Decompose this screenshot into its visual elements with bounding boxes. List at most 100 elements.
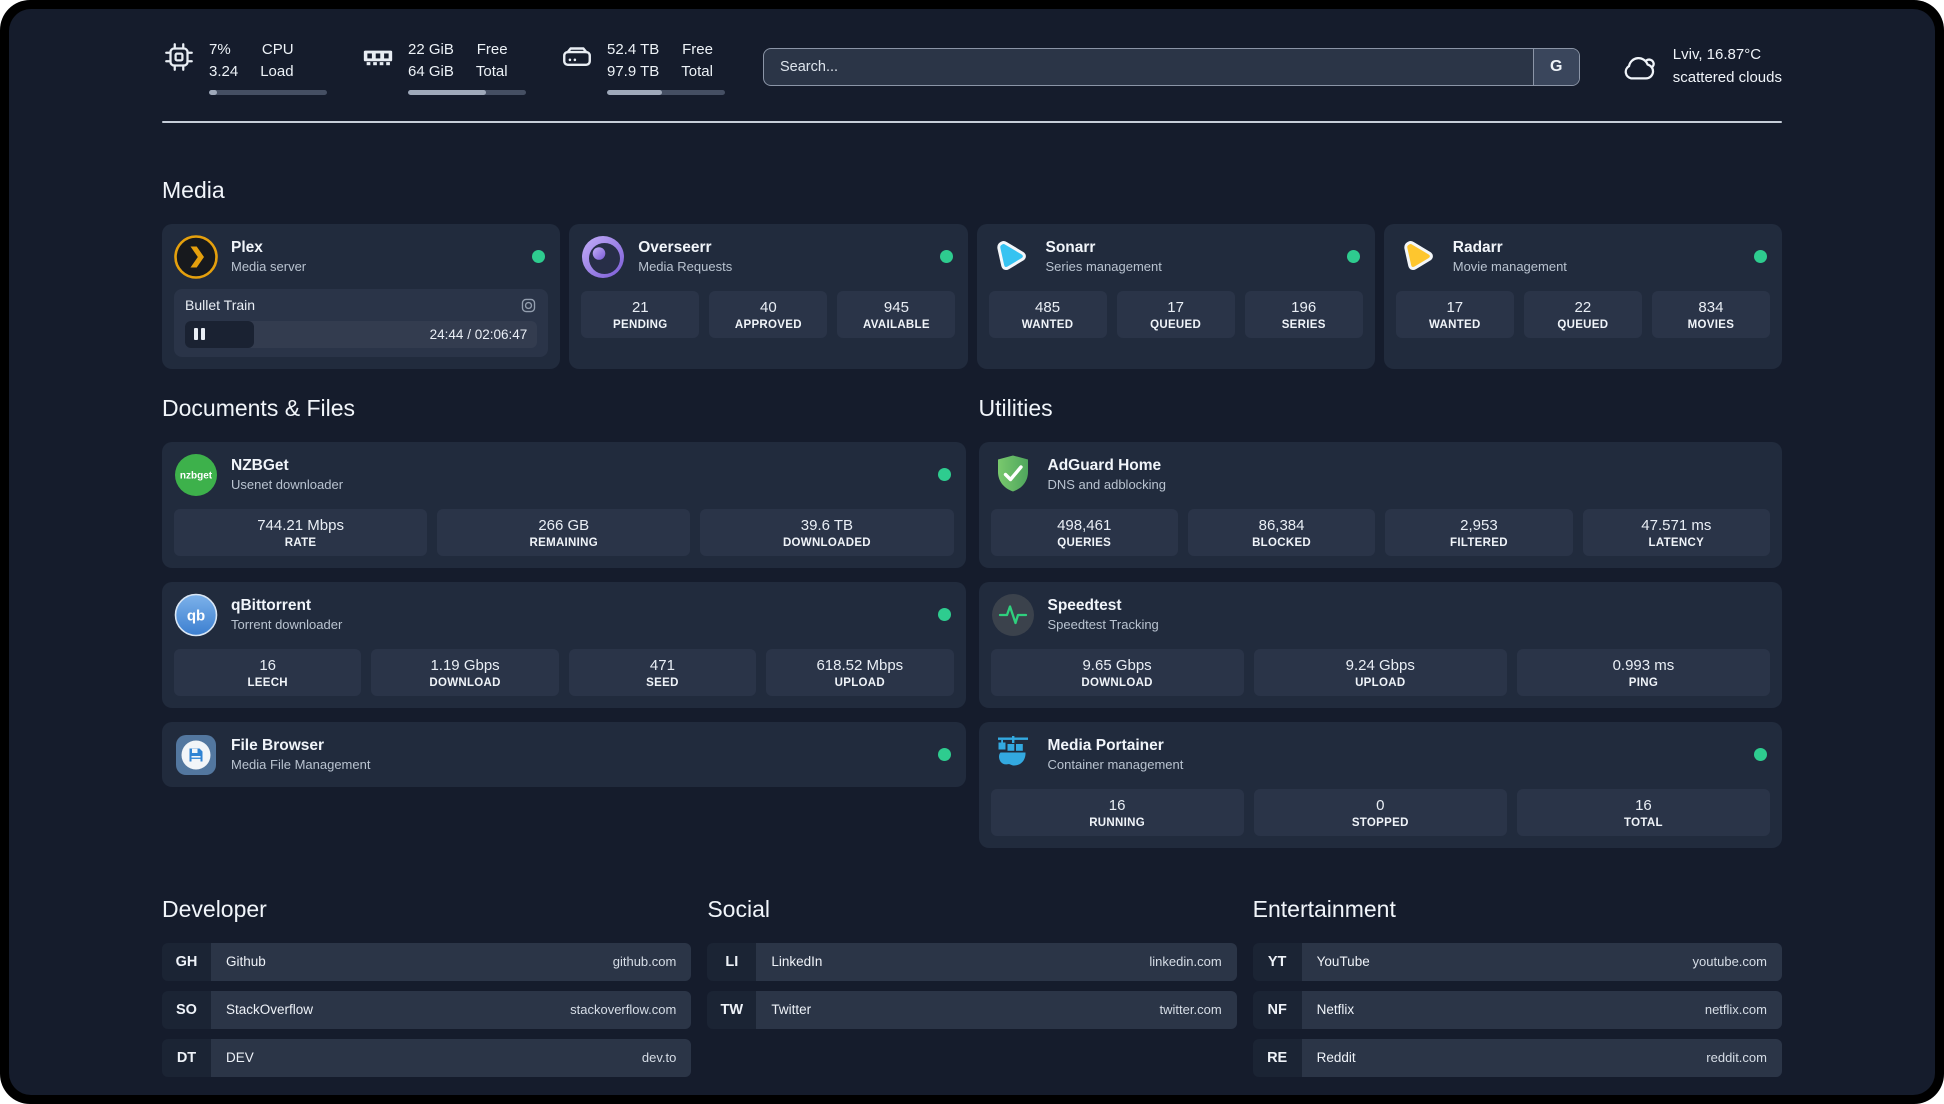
system-metrics: 7% 3.24 CPU Load xyxy=(162,39,725,95)
link-name: Reddit xyxy=(1316,1050,1356,1065)
app-name: qBittorrent xyxy=(231,597,312,614)
app-card-plex[interactable]: Plex Media server Bullet Train xyxy=(162,223,561,369)
svg-text:qb: qb xyxy=(187,607,205,624)
app-name: AdGuard Home xyxy=(1047,457,1162,474)
metric-value: 97.9 TB xyxy=(607,62,660,80)
app-card-portainer[interactable]: Media Portainer Container management 16 … xyxy=(978,721,1782,848)
stat-queued: 22 QUEUED xyxy=(1523,290,1642,338)
app-card-qbittorrent[interactable]: qb qBittorrent Torrent downloader 16 LEE… xyxy=(162,581,966,708)
memory-progress-bar xyxy=(408,89,526,95)
weather-location-temp: Lviv, 16.87°C xyxy=(1672,46,1762,64)
app-card-sonarr[interactable]: Sonarr Series management 485 WANTED 17 Q… xyxy=(976,223,1375,369)
adguard-icon xyxy=(991,453,1035,497)
cpu-progress-bar xyxy=(209,89,327,95)
app-card-radarr[interactable]: Radarr Movie management 17 WANTED 22 QUE… xyxy=(1383,223,1782,369)
app-subtitle: Media Requests xyxy=(638,259,733,274)
link-name: Github xyxy=(226,954,266,969)
status-dot xyxy=(937,748,951,761)
status-dot xyxy=(937,608,951,621)
status-dot xyxy=(1754,748,1767,761)
metric-label: CPU xyxy=(261,41,294,58)
link-twitter[interactable]: TW Twitter twitter.com xyxy=(707,990,1237,1029)
app-subtitle: Movie management xyxy=(1452,259,1567,274)
link-abbr: RE xyxy=(1252,1038,1302,1077)
stat-remaining: 266 GB REMAINING xyxy=(437,508,691,556)
app-subtitle: Container management xyxy=(1047,757,1184,772)
disk-icon xyxy=(560,40,594,74)
app-name: Plex xyxy=(231,239,263,256)
header-divider xyxy=(162,120,1782,123)
metric-value: 7% xyxy=(209,41,231,58)
link-youtube[interactable]: YT YouTube youtube.com xyxy=(1252,942,1782,981)
media-card-grid: Plex Media server Bullet Train xyxy=(162,223,1782,369)
weather-widget: Lviv, 16.87°C scattered clouds xyxy=(1618,44,1782,89)
metric-value: 22 GiB xyxy=(408,41,454,58)
search-engine-button[interactable]: G xyxy=(1532,48,1579,85)
app-name: Speedtest xyxy=(1047,597,1122,614)
app-card-speedtest[interactable]: Speedtest Speedtest Tracking 9.65 Gbps D… xyxy=(978,581,1782,708)
stat-download: 9.65 Gbps DOWNLOAD xyxy=(990,648,1244,696)
link-linkedin[interactable]: LI LinkedIn linkedin.com xyxy=(707,942,1237,981)
stat-blocked: 86,384 BLOCKED xyxy=(1187,508,1376,556)
app-name: Overseerr xyxy=(638,239,712,256)
link-url: stackoverflow.com xyxy=(570,1002,677,1017)
app-card-filebrowser[interactable]: File Browser Media File Management xyxy=(162,721,966,787)
link-abbr: NF xyxy=(1252,990,1302,1029)
stat-total: 16 TOTAL xyxy=(1516,788,1771,836)
link-url: twitter.com xyxy=(1159,1002,1222,1017)
metric-value: 52.4 TB xyxy=(607,41,660,58)
metric-label: Free xyxy=(476,41,508,58)
metric-label: Total xyxy=(681,62,713,80)
stat-queued: 17 QUEUED xyxy=(1116,290,1235,338)
app-name: File Browser xyxy=(231,737,325,754)
cloud-icon xyxy=(1618,46,1660,88)
now-playing-widget: Bullet Train 24:44 / 02:06:47 xyxy=(174,288,549,357)
weather-condition: scattered clouds xyxy=(1672,68,1782,86)
link-abbr: GH xyxy=(162,942,211,981)
section-title-entertainment: Entertainment xyxy=(1252,895,1396,922)
link-name: Twitter xyxy=(771,1002,812,1017)
app-card-adguard[interactable]: AdGuard Home DNS and adblocking 498,461 … xyxy=(978,441,1782,568)
link-netflix[interactable]: NF Netflix netflix.com xyxy=(1252,990,1782,1029)
documents-column: Documents & Files nzbget NZBGet Usenet d… xyxy=(162,395,966,787)
app-subtitle: DNS and adblocking xyxy=(1047,477,1167,492)
link-url: dev.to xyxy=(641,1050,677,1065)
status-dot xyxy=(1754,250,1767,263)
entertainment-section: Entertainment YT YouTube youtube.com NF … xyxy=(1252,895,1782,1077)
section-title-utilities: Utilities xyxy=(978,394,1053,421)
search-bar: G xyxy=(763,47,1580,86)
app-card-overseerr[interactable]: Overseerr Media Requests 21 PENDING 40 A… xyxy=(569,223,968,369)
link-name: DEV xyxy=(226,1050,254,1065)
stat-pending: 21 PENDING xyxy=(581,290,700,338)
app-name: Media Portainer xyxy=(1047,737,1164,754)
dashboard-panel: 7% 3.24 CPU Load xyxy=(9,9,1935,1095)
cpu-icon xyxy=(162,40,196,74)
app-card-nzbget[interactable]: nzbget NZBGet Usenet downloader 744.21 M… xyxy=(162,441,966,568)
svg-text:nzbget: nzbget xyxy=(180,470,213,481)
stat-wanted: 17 WANTED xyxy=(1395,290,1514,338)
link-dev[interactable]: DT DEV dev.to xyxy=(162,1038,692,1077)
link-abbr: YT xyxy=(1252,942,1302,981)
app-subtitle: Series management xyxy=(1045,259,1162,274)
stat-leech: 16 LEECH xyxy=(174,648,362,696)
link-abbr: DT xyxy=(162,1038,211,1077)
app-name: Radarr xyxy=(1452,239,1503,256)
link-reddit[interactable]: RE Reddit reddit.com xyxy=(1252,1038,1782,1077)
stat-movies: 834 MOVIES xyxy=(1651,290,1770,338)
section-title-developer: Developer xyxy=(162,895,267,922)
ram-icon xyxy=(361,40,395,74)
stat-running: 16 RUNNING xyxy=(990,788,1244,836)
link-url: linkedin.com xyxy=(1149,954,1222,969)
utilities-column: Utilities AdGuard Home xyxy=(978,394,1782,848)
link-github[interactable]: GH Github github.com xyxy=(162,942,692,981)
link-stackoverflow[interactable]: SO StackOverflow stackoverflow.com xyxy=(162,990,692,1029)
metric-cpu: 7% 3.24 CPU Load xyxy=(162,39,327,95)
metric-disk: 52.4 TB 97.9 TB Free Total xyxy=(560,39,725,95)
stat-ping: 0.993 ms PING xyxy=(1516,648,1771,696)
app-subtitle: Torrent downloader xyxy=(231,617,343,632)
settings-icon[interactable] xyxy=(520,297,537,314)
section-title-social: Social xyxy=(707,895,770,922)
search-input[interactable] xyxy=(763,47,1580,86)
link-name: YouTube xyxy=(1316,954,1370,969)
link-abbr: LI xyxy=(707,942,757,981)
